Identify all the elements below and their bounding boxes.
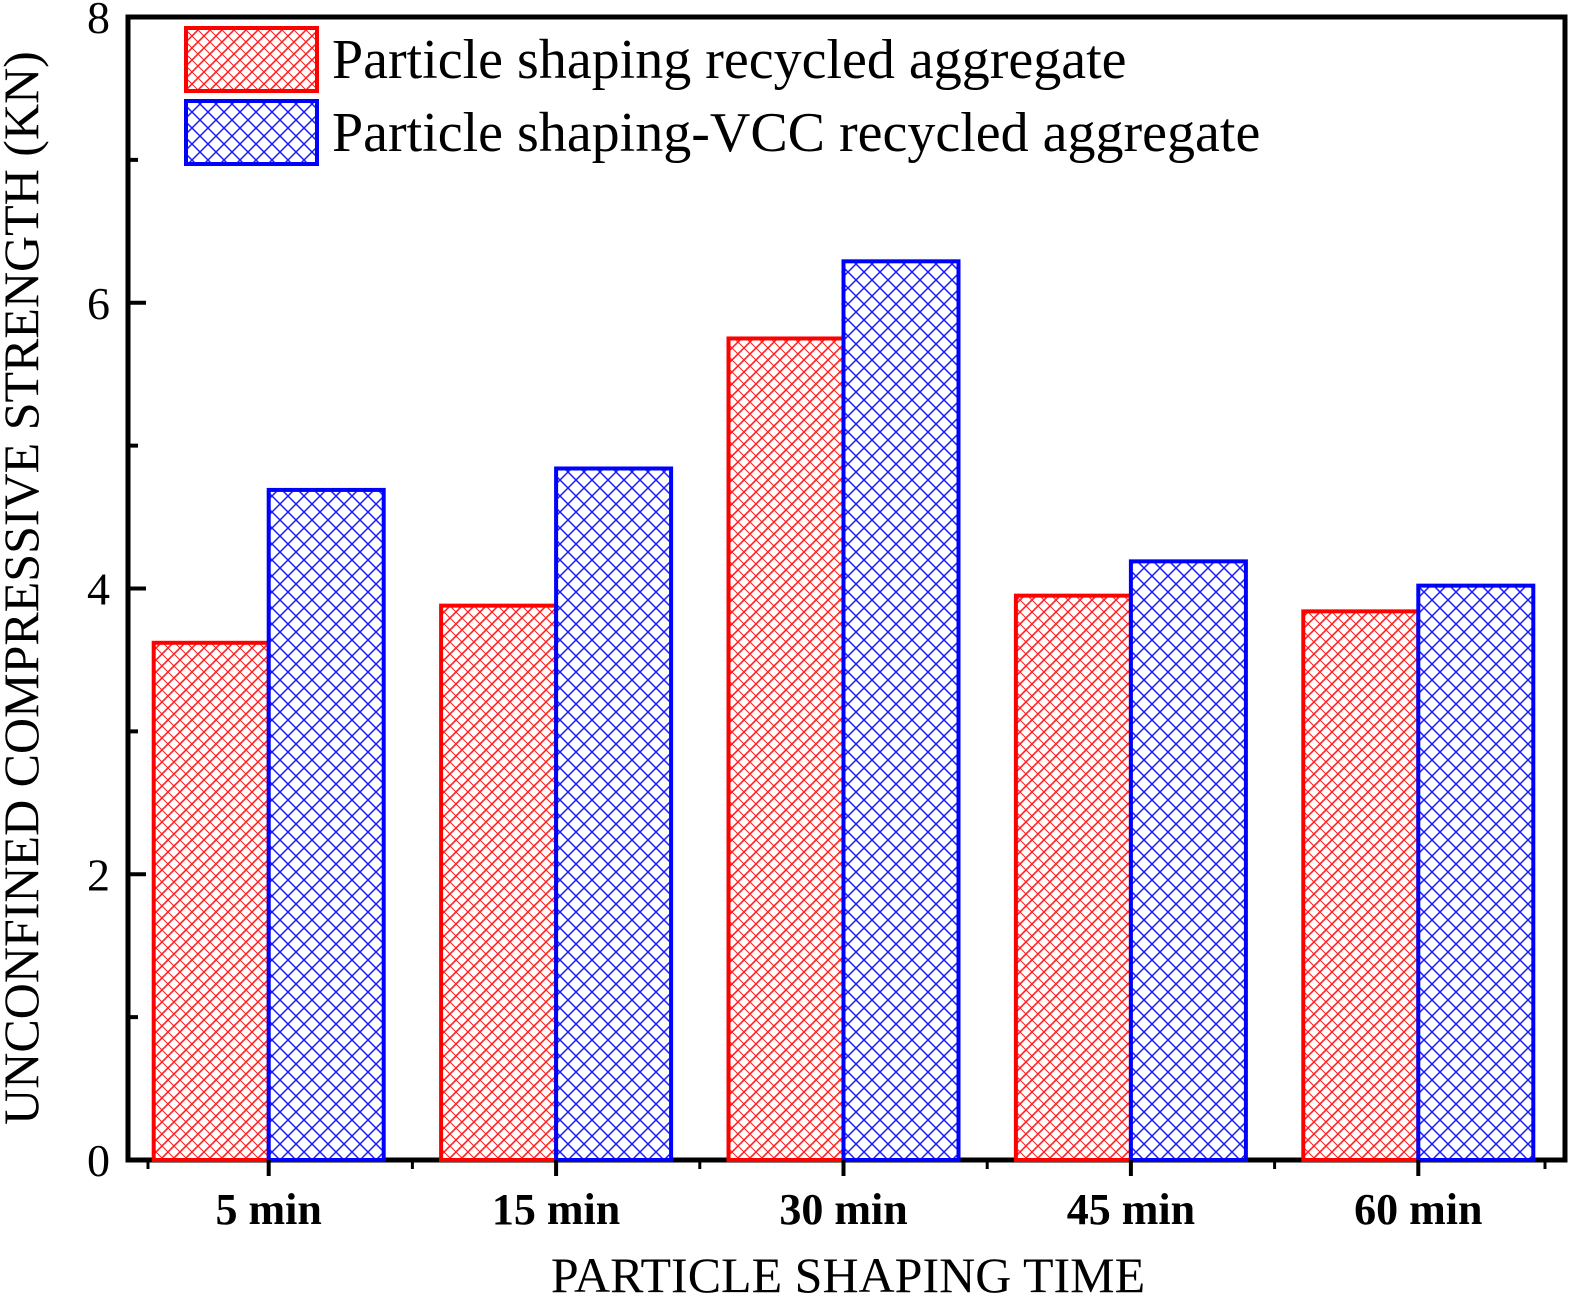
- legend-swatch-red: [184, 26, 319, 93]
- x-category-label: 30 min: [779, 1185, 907, 1234]
- bar-series-2-15-min: [554, 466, 674, 1162]
- bar-series-2-60-min: [1416, 583, 1536, 1162]
- legend: Particle shaping recycled aggregate Part…: [184, 26, 1260, 166]
- y-tick-label: 4: [87, 564, 110, 615]
- y-axis-ticks: 0 2 4 6 8: [87, 0, 146, 1186]
- bar-series-1-45-min: [1013, 593, 1133, 1162]
- y-tick-label: 8: [87, 0, 110, 43]
- legend-swatch-blue: [184, 99, 319, 166]
- y-axis-title: UNCONFINED COMPRESSIVE STRENGTH (KN): [0, 51, 49, 1125]
- legend-label-series-2: Particle shaping-VCC recycled aggregate: [332, 102, 1260, 164]
- y-tick-label: 2: [87, 849, 110, 900]
- legend-label-series-1: Particle shaping recycled aggregate: [332, 29, 1127, 91]
- bar-series-2-30-min: [841, 259, 961, 1163]
- x-axis-ticks: 5 min 15 min 30 min 45 min 60 min: [146, 1160, 1547, 1234]
- y-tick-label: 0: [87, 1135, 110, 1186]
- y-tick-label: 6: [87, 278, 110, 329]
- bar-series-1-60-min: [1301, 609, 1421, 1162]
- bars-group: [151, 259, 1536, 1163]
- bar-series-2-5-min: [266, 487, 386, 1162]
- x-category-label: 15 min: [492, 1185, 620, 1234]
- x-category-label: 45 min: [1067, 1185, 1195, 1234]
- x-axis-title: PARTICLE SHAPING TIME: [551, 1247, 1145, 1303]
- bar-series-1-5-min: [151, 640, 271, 1162]
- x-category-label: 60 min: [1354, 1185, 1482, 1234]
- bar-series-1-30-min: [726, 336, 846, 1162]
- x-category-label: 5 min: [216, 1185, 322, 1234]
- bar-series-1-15-min: [439, 603, 559, 1162]
- bar-series-2-45-min: [1128, 559, 1248, 1162]
